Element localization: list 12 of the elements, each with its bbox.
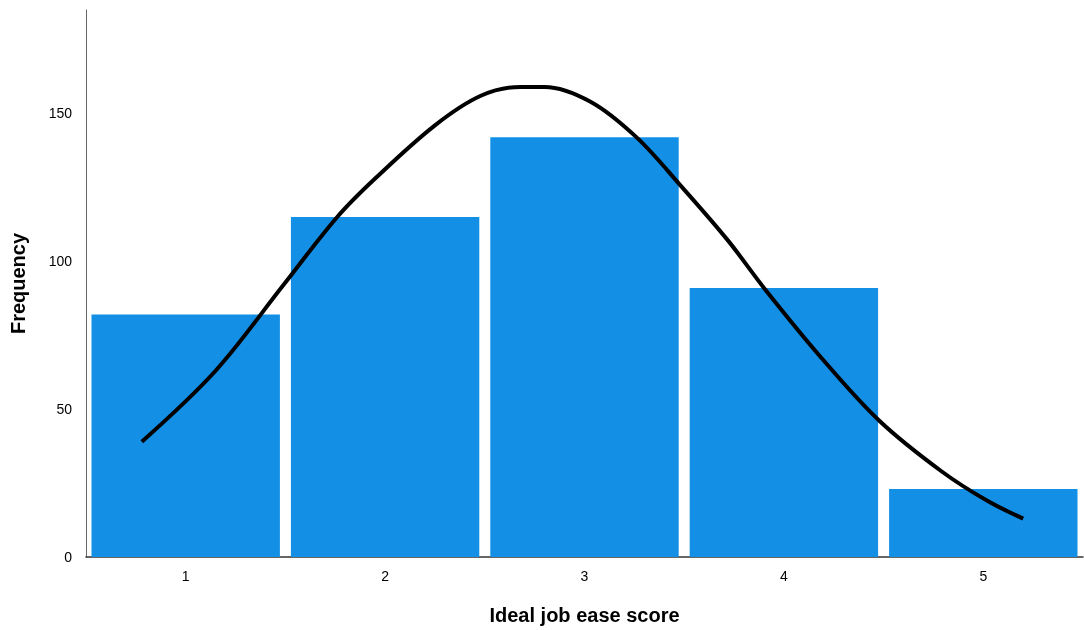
- line-series: [139, 84, 1026, 521]
- x-tick-label: 1: [181, 568, 190, 584]
- y-axis-title: Frequency: [7, 232, 29, 335]
- y-tick-label: 100: [48, 253, 73, 270]
- y-tick-label: 50: [56, 401, 73, 418]
- x-tick-label: 5: [979, 568, 988, 584]
- x-tick-label: 3: [580, 568, 589, 584]
- x-tick-label: 4: [780, 568, 788, 584]
- x-axis-title: Ideal job ease score: [489, 604, 680, 626]
- y-tick-label: 0: [64, 549, 73, 565]
- y-tick-label: 150: [48, 105, 73, 122]
- x-tick-label: 2: [381, 568, 390, 584]
